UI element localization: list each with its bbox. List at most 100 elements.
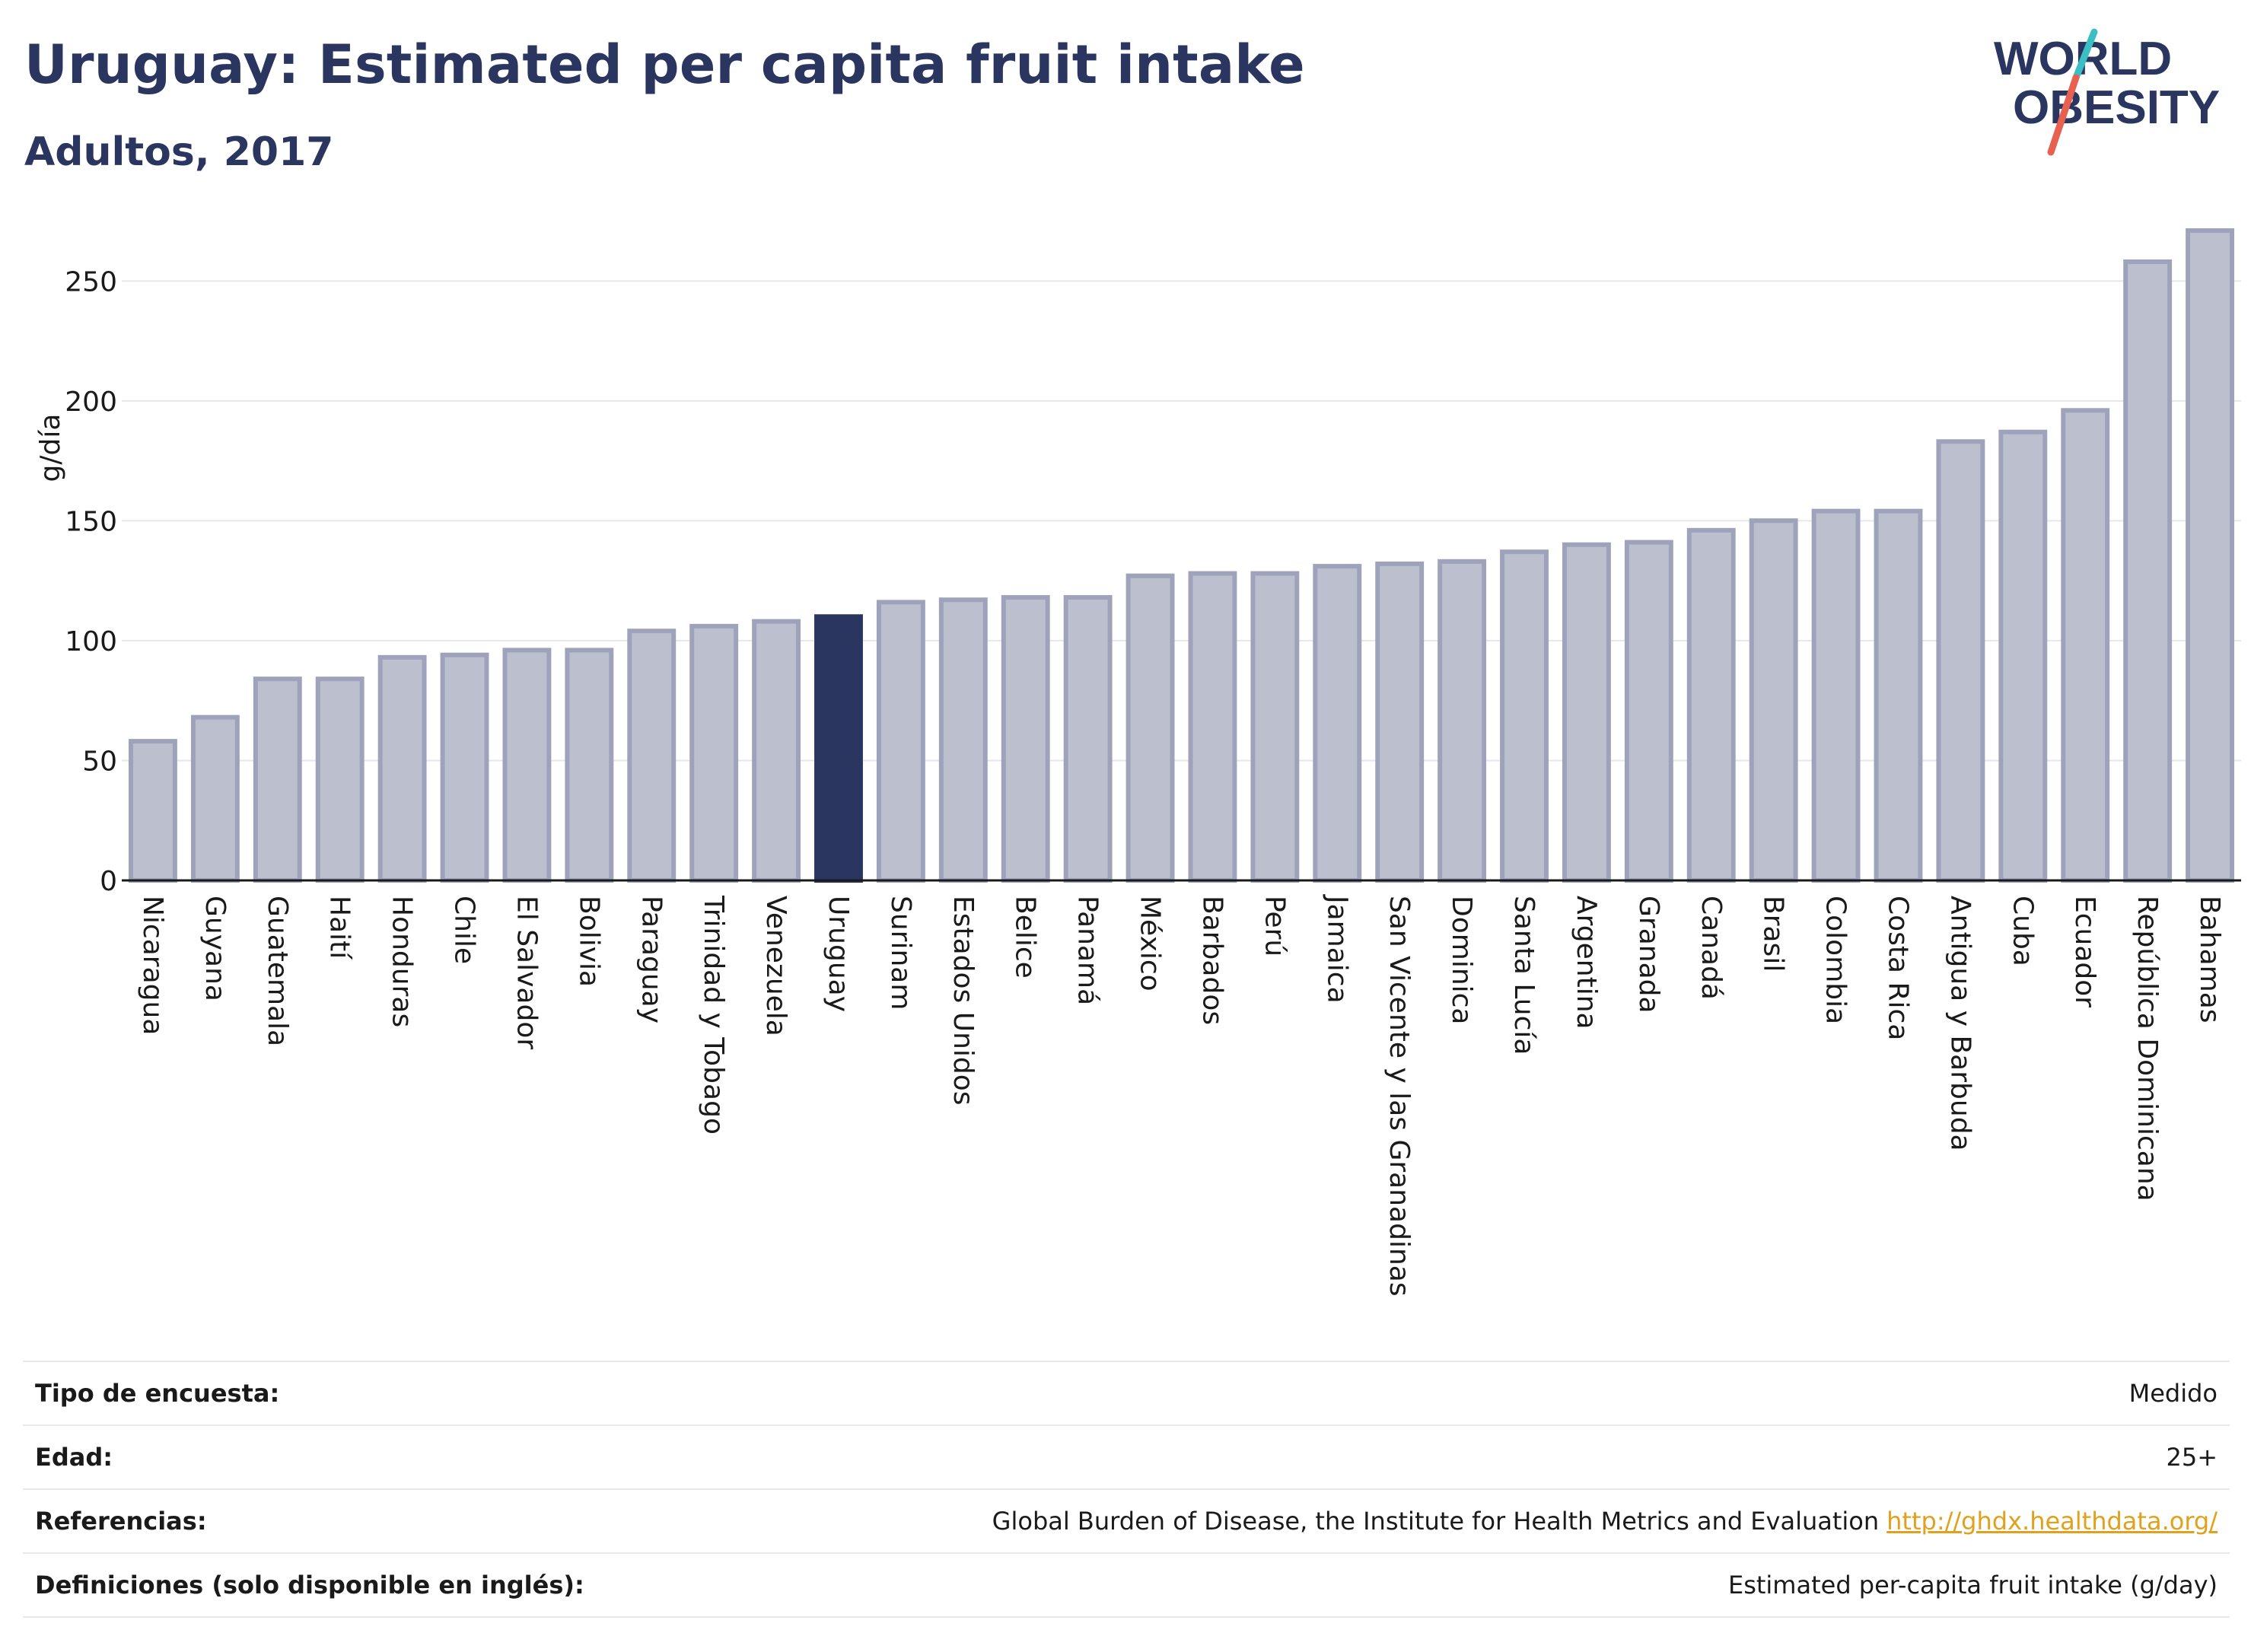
- x-tick-label: Surinam: [885, 896, 916, 1010]
- x-tick-label: Colombia: [1820, 896, 1851, 1024]
- bar-chart: 0 50 100 150 200 250 Nicaragua Guyana Guatemala…: [35, 228, 2241, 1297]
- x-tick-label: Trinidad y Tobago: [698, 895, 729, 1135]
- x-tick-label: Paraguay: [635, 896, 667, 1023]
- bar: [190, 715, 240, 883]
- y-tick-label: 150: [65, 506, 117, 537]
- reference-link[interactable]: http://ghdx.healthdata.org/: [1886, 1507, 2218, 1536]
- meta-row-definitions: Definiciones (solo disponible en inglés)…: [23, 1552, 2230, 1618]
- x-tick-label: Guyana: [199, 896, 231, 1001]
- y-axis-ticks: 0 50 100 150 200 250: [65, 266, 117, 897]
- bars: [129, 228, 2234, 883]
- bar: [565, 648, 614, 883]
- bar: [129, 739, 177, 883]
- bar: [1749, 518, 1798, 883]
- bar: [1500, 549, 1549, 883]
- metadata-table: Tipo de encuesta: Medido Edad: 25+ Refer…: [23, 1361, 2230, 1618]
- bar: [377, 654, 427, 883]
- meta-row-references: Referencias: Global Burden of Disease, t…: [23, 1488, 2230, 1552]
- meta-value-references: Global Burden of Disease, the Institute …: [992, 1507, 2230, 1536]
- meta-row-survey-type: Tipo de encuesta: Medido: [23, 1361, 2230, 1424]
- meta-label: Referencias:: [35, 1507, 207, 1536]
- x-tick-label: Nicaragua: [137, 896, 168, 1035]
- x-tick-label: Guatemala: [262, 896, 293, 1046]
- meta-value: Medido: [2128, 1379, 2218, 1408]
- bar: [876, 600, 925, 883]
- x-tick-label: México: [1135, 896, 1166, 992]
- y-tick-label: 200: [65, 387, 117, 418]
- meta-value: 25+: [2166, 1443, 2218, 1472]
- bar: [502, 648, 552, 883]
- bar: [689, 623, 739, 883]
- bar: [752, 619, 801, 883]
- x-tick-label: Canadá: [1695, 896, 1727, 1000]
- bar: [1313, 564, 1362, 883]
- bar: [1562, 542, 1611, 883]
- x-tick-label: Ecuador: [2069, 896, 2100, 1007]
- bar: [1375, 561, 1425, 883]
- bar: [1686, 527, 1736, 883]
- x-tick-label: Haití: [324, 896, 355, 960]
- x-tick-label: Belice: [1010, 896, 1041, 979]
- x-tick-label: República Dominicana: [2132, 896, 2163, 1202]
- bar: [1874, 508, 1923, 883]
- bar: [1001, 595, 1050, 883]
- meta-row-age: Edad: 25+: [23, 1424, 2230, 1488]
- x-tick-label: Antigua y Barbuda: [1944, 896, 1976, 1151]
- x-tick-label: Brasil: [1758, 896, 1789, 972]
- bar: [253, 676, 302, 883]
- x-tick-label: Perú: [1259, 896, 1290, 957]
- logo-text-obesity: OBESITY: [2013, 81, 2220, 134]
- logo-slash-teal: [2072, 28, 2098, 81]
- meta-value: Estimated per-capita fruit intake (g/day…: [1727, 1571, 2218, 1599]
- y-tick-label: 0: [100, 866, 117, 897]
- bar: [1936, 439, 1985, 883]
- bar: [627, 629, 677, 883]
- meta-label: Tipo de encuesta:: [35, 1379, 280, 1408]
- bar-highlight: [814, 614, 863, 883]
- bar: [1811, 508, 1861, 883]
- x-tick-label: Dominica: [1446, 896, 1477, 1025]
- chart-title: Uruguay: Estimated per capita fruit inta…: [24, 33, 1305, 96]
- bar: [2123, 259, 2173, 883]
- meta-label: Definiciones (solo disponible en inglés)…: [35, 1571, 584, 1599]
- bar: [1998, 429, 2048, 883]
- bar: [1624, 540, 1673, 883]
- bar: [938, 597, 988, 883]
- x-tick-label: San Vicente y las Granadinas: [1383, 896, 1415, 1297]
- x-tick-label: Bolivia: [573, 896, 604, 987]
- x-tick-label: El Salvador: [511, 896, 542, 1049]
- y-tick-label: 250: [65, 266, 117, 298]
- chart-subtitle: Adultos, 2017: [24, 129, 334, 175]
- bar: [1126, 573, 1175, 883]
- y-tick-label: 50: [82, 746, 117, 777]
- x-tick-label: Bahamas: [2194, 896, 2225, 1023]
- bar: [2186, 228, 2234, 883]
- grid-lines: [122, 280, 2241, 762]
- x-tick-label: Santa Lucía: [1508, 896, 1539, 1055]
- x-tick-label: Uruguay: [823, 896, 854, 1012]
- bar: [1063, 595, 1113, 883]
- bar: [1188, 571, 1237, 883]
- bar: [440, 652, 489, 883]
- logo-slash-red: [2047, 74, 2080, 156]
- bar: [2061, 408, 2110, 883]
- y-tick-label: 100: [65, 626, 117, 657]
- x-tick-label: Cuba: [2007, 896, 2038, 966]
- x-tick-label: Venezuela: [760, 896, 791, 1036]
- x-tick-label: Panamá: [1072, 896, 1103, 1005]
- x-tick-label: Jamaica: [1321, 894, 1352, 1004]
- y-axis-label: g/día: [35, 414, 66, 482]
- bar: [1250, 571, 1300, 883]
- x-tick-label: Estados Unidos: [947, 896, 979, 1106]
- world-obesity-logo: WORLD OBESITY: [1994, 28, 2220, 156]
- x-axis-labels: Nicaragua Guyana Guatemala Haití Honduras Chi…: [137, 894, 2225, 1297]
- reference-text: Global Burden of Disease, the Institute …: [992, 1507, 1880, 1536]
- x-tick-label: Granada: [1633, 896, 1664, 1014]
- bar: [1438, 559, 1487, 883]
- x-tick-label: Honduras: [387, 896, 418, 1027]
- x-tick-label: Chile: [449, 896, 480, 964]
- meta-label: Edad:: [35, 1443, 113, 1472]
- bar: [315, 676, 365, 883]
- x-tick-label: Argentina: [1571, 896, 1602, 1030]
- x-tick-label: Barbados: [1196, 896, 1227, 1025]
